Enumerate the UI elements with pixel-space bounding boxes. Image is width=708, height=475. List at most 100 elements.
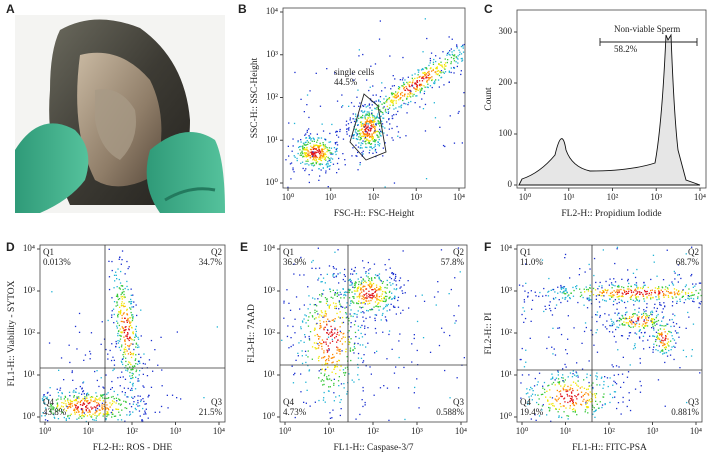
event-dot bbox=[612, 366, 614, 368]
event-dot bbox=[312, 259, 314, 262]
event-dot bbox=[646, 296, 648, 298]
event-dot bbox=[363, 312, 365, 314]
event-dot bbox=[425, 178, 428, 180]
event-dot bbox=[126, 321, 128, 323]
event-dot bbox=[401, 290, 403, 292]
event-dot bbox=[354, 284, 356, 286]
event-dot bbox=[651, 319, 653, 321]
event-dot bbox=[311, 162, 314, 164]
event-dot bbox=[416, 320, 419, 323]
event-dot bbox=[47, 420, 49, 422]
event-dot bbox=[572, 295, 575, 297]
event-dot bbox=[419, 106, 421, 108]
event-dot bbox=[102, 415, 104, 417]
event-dot bbox=[623, 381, 625, 384]
x-axis-label: FL2-H:: Propidium Iodide bbox=[561, 209, 661, 219]
event-dot bbox=[309, 312, 311, 314]
event-dot bbox=[130, 406, 133, 408]
event-dot bbox=[643, 298, 645, 300]
event-dot bbox=[634, 388, 637, 390]
event-dot bbox=[135, 342, 138, 344]
event-dot bbox=[55, 399, 58, 401]
event-dot bbox=[123, 351, 125, 354]
event-dot bbox=[629, 297, 631, 299]
quadrant-name: Q2 bbox=[453, 247, 464, 257]
x-axis-label: FL2-H:: ROS - DHE bbox=[93, 443, 173, 453]
event-dot bbox=[365, 128, 367, 130]
event-dot bbox=[403, 88, 405, 90]
event-dot bbox=[575, 286, 577, 288]
event-dot bbox=[119, 340, 121, 342]
event-dot bbox=[403, 83, 406, 86]
event-dot bbox=[341, 343, 344, 345]
event-dot bbox=[146, 375, 149, 377]
event-dot bbox=[599, 316, 601, 318]
event-dot bbox=[622, 317, 624, 319]
event-dot bbox=[319, 320, 321, 322]
event-dot bbox=[359, 136, 362, 139]
event-dot bbox=[367, 128, 369, 130]
event-dot bbox=[124, 340, 126, 343]
event-dot bbox=[366, 139, 368, 141]
event-dot bbox=[362, 142, 364, 145]
event-dot bbox=[111, 314, 113, 316]
event-dot bbox=[129, 362, 131, 364]
event-dot bbox=[353, 290, 356, 292]
event-dot bbox=[368, 112, 370, 114]
event-dot bbox=[106, 407, 109, 409]
event-dot bbox=[113, 313, 115, 316]
event-dot bbox=[67, 400, 69, 402]
event-dot bbox=[566, 353, 568, 355]
event-dot bbox=[318, 301, 321, 303]
event-dot bbox=[365, 288, 368, 290]
event-dot bbox=[577, 301, 579, 304]
event-dot bbox=[402, 56, 404, 59]
event-dot bbox=[366, 297, 368, 299]
event-dot bbox=[402, 309, 404, 311]
event-dot bbox=[443, 67, 445, 69]
event-dot bbox=[387, 303, 389, 306]
event-dot bbox=[398, 279, 401, 282]
event-dot bbox=[571, 388, 574, 390]
event-dot bbox=[692, 286, 694, 288]
event-dot bbox=[374, 129, 376, 131]
event-dot bbox=[358, 283, 360, 286]
event-dot bbox=[548, 304, 550, 306]
event-dot bbox=[362, 105, 365, 107]
event-dot bbox=[293, 263, 295, 265]
event-dot bbox=[315, 348, 317, 350]
event-dot bbox=[137, 405, 139, 407]
event-dot bbox=[613, 290, 615, 292]
event-dot bbox=[588, 298, 590, 300]
event-dot bbox=[627, 338, 629, 340]
event-dot bbox=[403, 284, 405, 286]
event-dot bbox=[353, 105, 355, 107]
event-dot bbox=[574, 411, 576, 413]
event-dot bbox=[572, 400, 574, 402]
event-dot bbox=[400, 106, 402, 109]
event-dot bbox=[371, 308, 373, 310]
event-dot bbox=[571, 396, 573, 398]
event-dot bbox=[370, 146, 372, 148]
event-dot bbox=[325, 146, 327, 148]
event-dot bbox=[302, 156, 304, 158]
event-dot bbox=[126, 309, 128, 311]
event-dot bbox=[377, 298, 379, 301]
event-dot bbox=[382, 113, 384, 115]
event-dot bbox=[130, 343, 132, 345]
event-dot bbox=[565, 296, 567, 299]
event-dot bbox=[370, 277, 373, 279]
event-dot bbox=[106, 411, 108, 413]
event-dot bbox=[594, 393, 596, 395]
event-dot bbox=[690, 295, 692, 297]
event-dot bbox=[365, 135, 367, 138]
event-dot bbox=[334, 143, 337, 145]
event-dot bbox=[343, 387, 345, 389]
event-dot bbox=[646, 303, 648, 305]
event-dot bbox=[103, 338, 106, 340]
event-dot bbox=[338, 301, 340, 303]
event-dot bbox=[360, 121, 363, 123]
event-dot bbox=[320, 301, 322, 303]
event-dot bbox=[337, 249, 339, 251]
